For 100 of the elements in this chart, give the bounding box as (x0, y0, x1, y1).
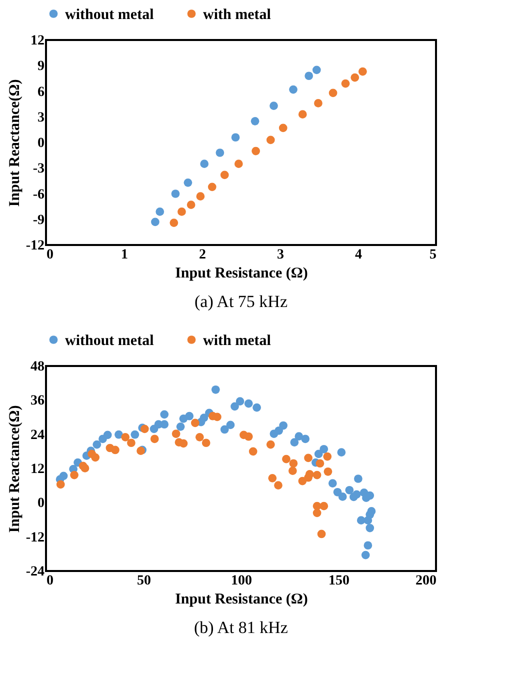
x-tick-label: 5 (430, 248, 436, 262)
point (338, 492, 347, 501)
point (317, 530, 326, 538)
point (230, 402, 239, 411)
legend-label: with metal (203, 332, 271, 349)
point (195, 433, 204, 442)
point (70, 470, 78, 480)
point (316, 459, 324, 468)
point (358, 67, 367, 76)
y-tick-label: 9 (38, 59, 44, 74)
point (364, 516, 372, 524)
x-tick-label: 2 (199, 248, 206, 262)
point (248, 447, 258, 456)
point (244, 432, 253, 441)
point (172, 430, 180, 438)
point (289, 85, 298, 94)
point (282, 454, 290, 464)
point (333, 488, 342, 496)
y-axis-title: Input Reactance(Ω) (6, 405, 23, 533)
y-tick-label: -12 (26, 530, 44, 546)
point (268, 474, 277, 482)
point (364, 541, 372, 550)
point (278, 124, 288, 132)
point (314, 450, 323, 458)
point (185, 412, 194, 420)
point (312, 470, 322, 480)
y-tick-label: 0 (38, 496, 44, 512)
y-tick-label: 12 (30, 462, 44, 477)
point (56, 480, 65, 489)
point (156, 208, 164, 216)
point (266, 440, 275, 449)
y-tick-label: 24 (30, 428, 44, 443)
y-tick-label: -6 (32, 187, 44, 202)
point (220, 425, 229, 434)
point (151, 218, 160, 226)
point (200, 414, 208, 422)
x-tick-label: 200 (416, 574, 436, 588)
point (130, 430, 140, 439)
y-tick-label: 12 (30, 34, 44, 48)
point (202, 438, 210, 448)
point (236, 397, 244, 406)
legend-label: with metal (203, 6, 271, 23)
point (356, 516, 366, 524)
point (294, 432, 304, 440)
point (190, 418, 200, 428)
point (160, 420, 169, 429)
point (184, 178, 192, 187)
text: (a) At 75 kHz (194, 292, 288, 311)
point (305, 470, 314, 478)
x-tick-label: 3 (277, 248, 284, 262)
point (150, 434, 159, 444)
point (274, 426, 284, 435)
point (234, 160, 243, 168)
x-tick-label: 100 (231, 574, 252, 588)
x-tick-label: 1 (121, 248, 128, 262)
point (350, 73, 360, 82)
point (328, 88, 338, 98)
point (59, 472, 68, 480)
point (252, 403, 261, 412)
point (127, 438, 136, 448)
point (312, 508, 322, 518)
point (208, 182, 216, 192)
point (226, 420, 235, 430)
x-axis-title: Input Resistance (Ω) (175, 592, 308, 608)
point (361, 550, 370, 560)
point (301, 434, 310, 444)
y-tick-label: -9 (32, 212, 44, 228)
legend-label: without metal (65, 332, 154, 349)
text: (b) At 81 kHz (194, 618, 288, 637)
point (178, 208, 186, 216)
point (92, 440, 102, 449)
point (279, 421, 288, 430)
point (323, 452, 332, 461)
point (324, 467, 332, 476)
point (352, 490, 361, 499)
y-tick-label: 6 (38, 84, 44, 100)
point (320, 444, 328, 454)
point (312, 66, 321, 74)
point (328, 479, 337, 488)
point (244, 399, 253, 408)
point (274, 481, 282, 490)
point (186, 200, 196, 210)
y-tick-label: 3 (38, 110, 44, 126)
point (179, 439, 188, 448)
y-tick-label: -24 (26, 564, 44, 580)
point (216, 148, 224, 157)
point (176, 422, 185, 431)
point (298, 110, 307, 118)
point (196, 192, 205, 200)
point (211, 385, 220, 394)
y-tick-label: -3 (32, 162, 44, 177)
point (320, 502, 328, 510)
point (366, 524, 374, 532)
legend-label: without metal (65, 6, 154, 23)
point (304, 454, 312, 462)
point (341, 79, 350, 88)
point (231, 133, 240, 142)
x-tick-label: 4 (355, 248, 362, 262)
x-tick-label: 50 (137, 574, 151, 588)
y-tick-label: 48 (30, 360, 44, 374)
